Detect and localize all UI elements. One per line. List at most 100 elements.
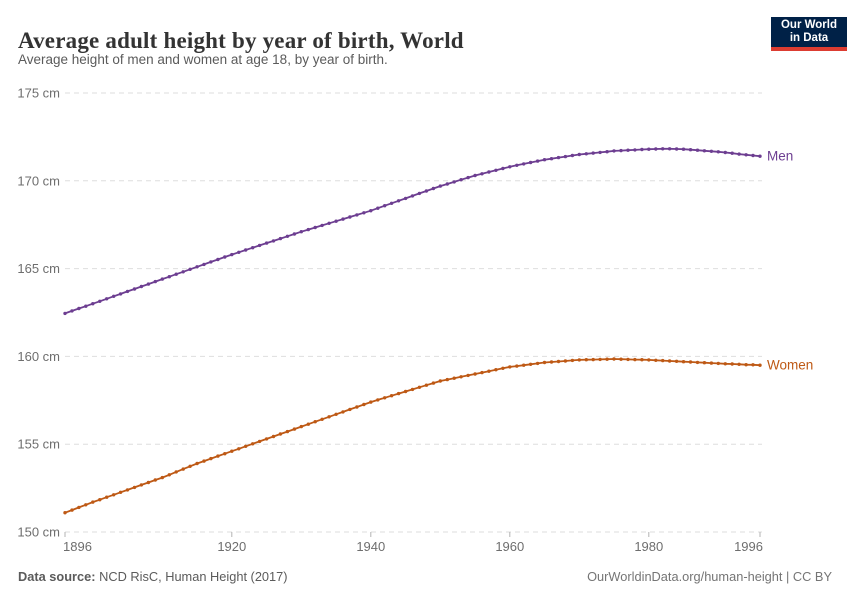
data-point-women <box>118 490 123 494</box>
data-point-women <box>327 415 331 419</box>
data-point-men <box>480 172 484 176</box>
owid-logo-line1: Our World <box>780 19 837 31</box>
data-point-men <box>202 262 206 267</box>
data-point-men <box>125 289 130 294</box>
data-point-women <box>146 480 151 485</box>
data-point-men <box>605 150 609 154</box>
series-line-women <box>64 358 761 514</box>
x-tick-label-1896: 1896 <box>63 539 92 554</box>
data-point-men <box>563 154 568 159</box>
data-point-women <box>278 432 283 436</box>
data-point-men <box>223 255 227 259</box>
data-point-women <box>438 379 442 383</box>
data-point-women <box>501 366 505 370</box>
data-point-women <box>383 396 387 400</box>
data-point-women <box>181 467 185 471</box>
data-point-men <box>591 151 595 155</box>
owid-logo[interactable]: Our World in Data <box>771 17 847 51</box>
data-point-men <box>661 147 665 151</box>
data-point-women <box>744 363 748 367</box>
data-point-men <box>438 184 442 188</box>
data-point-women <box>522 363 526 367</box>
data-point-men <box>424 189 429 193</box>
data-point-men <box>584 152 588 156</box>
data-point-women <box>417 385 422 389</box>
data-point-women <box>230 449 234 453</box>
data-point-women <box>612 357 616 361</box>
data-point-women <box>251 442 255 446</box>
data-point-women <box>209 456 213 461</box>
data-point-men <box>667 147 672 151</box>
data-point-women <box>98 498 102 502</box>
data-point-women <box>640 358 644 362</box>
data-point-men <box>417 191 422 196</box>
data-source-label: Data source: <box>18 569 96 584</box>
data-point-men <box>146 282 151 286</box>
data-point-men <box>167 275 171 279</box>
data-point-women <box>445 377 449 382</box>
data-point-women <box>508 365 512 369</box>
data-point-men <box>410 194 415 198</box>
data-point-women <box>494 368 498 372</box>
data-point-women <box>167 473 171 477</box>
data-point-men <box>494 168 498 172</box>
data-point-women <box>563 359 568 363</box>
data-point-women <box>348 407 352 412</box>
data-point-women <box>473 372 477 376</box>
data-point-men <box>647 147 651 151</box>
data-point-men <box>313 225 317 230</box>
data-point-men <box>633 148 637 152</box>
data-point-men <box>70 309 74 313</box>
data-point-men <box>535 159 540 163</box>
data-point-men <box>528 160 533 165</box>
data-point-women <box>466 373 470 378</box>
data-point-men <box>501 166 505 171</box>
data-point-women <box>188 464 192 468</box>
data-point-women <box>105 495 109 499</box>
data-point-women <box>112 493 116 497</box>
data-point-women <box>431 381 436 385</box>
data-point-men <box>723 150 727 155</box>
credit-link[interactable]: OurWorldinData.org/human-height | CC BY <box>587 569 832 584</box>
data-point-women <box>535 361 540 366</box>
data-point-men <box>216 257 220 262</box>
data-point-women <box>271 434 276 439</box>
data-point-men <box>84 304 88 308</box>
data-point-women <box>723 362 727 366</box>
data-point-women <box>424 383 429 387</box>
data-point-men <box>674 147 679 151</box>
data-point-women <box>598 357 602 362</box>
data-point-women <box>515 364 519 368</box>
data-point-men <box>369 209 373 213</box>
data-point-men <box>751 153 755 158</box>
data-point-women <box>195 461 199 466</box>
data-point-men <box>522 162 526 166</box>
data-point-women <box>125 488 130 492</box>
data-point-men <box>716 150 720 154</box>
data-point-women <box>647 358 651 362</box>
data-point-men <box>299 230 303 234</box>
data-point-women <box>313 420 317 424</box>
data-point-women <box>487 369 491 373</box>
data-point-men <box>681 147 686 151</box>
data-point-women <box>237 447 241 451</box>
data-point-men <box>383 204 387 208</box>
data-point-women <box>389 394 394 398</box>
data-point-women <box>549 360 554 364</box>
data-point-women <box>376 398 380 402</box>
data-source-value: NCD RisC, Human Height (2017) <box>95 569 288 584</box>
data-point-women <box>91 500 95 504</box>
chart-subtitle: Average height of men and women at age 1… <box>18 52 388 67</box>
data-point-women <box>667 359 672 363</box>
data-point-men <box>758 154 762 158</box>
data-point-men <box>459 178 463 182</box>
data-point-women <box>695 360 700 365</box>
data-point-women <box>285 429 290 434</box>
x-tick-label-1940: 1940 <box>356 539 385 554</box>
data-point-women <box>716 361 720 366</box>
data-point-men <box>549 157 554 161</box>
data-point-women <box>702 361 707 365</box>
data-point-women <box>570 358 575 363</box>
data-point-men <box>508 165 512 169</box>
data-point-women <box>77 505 81 510</box>
